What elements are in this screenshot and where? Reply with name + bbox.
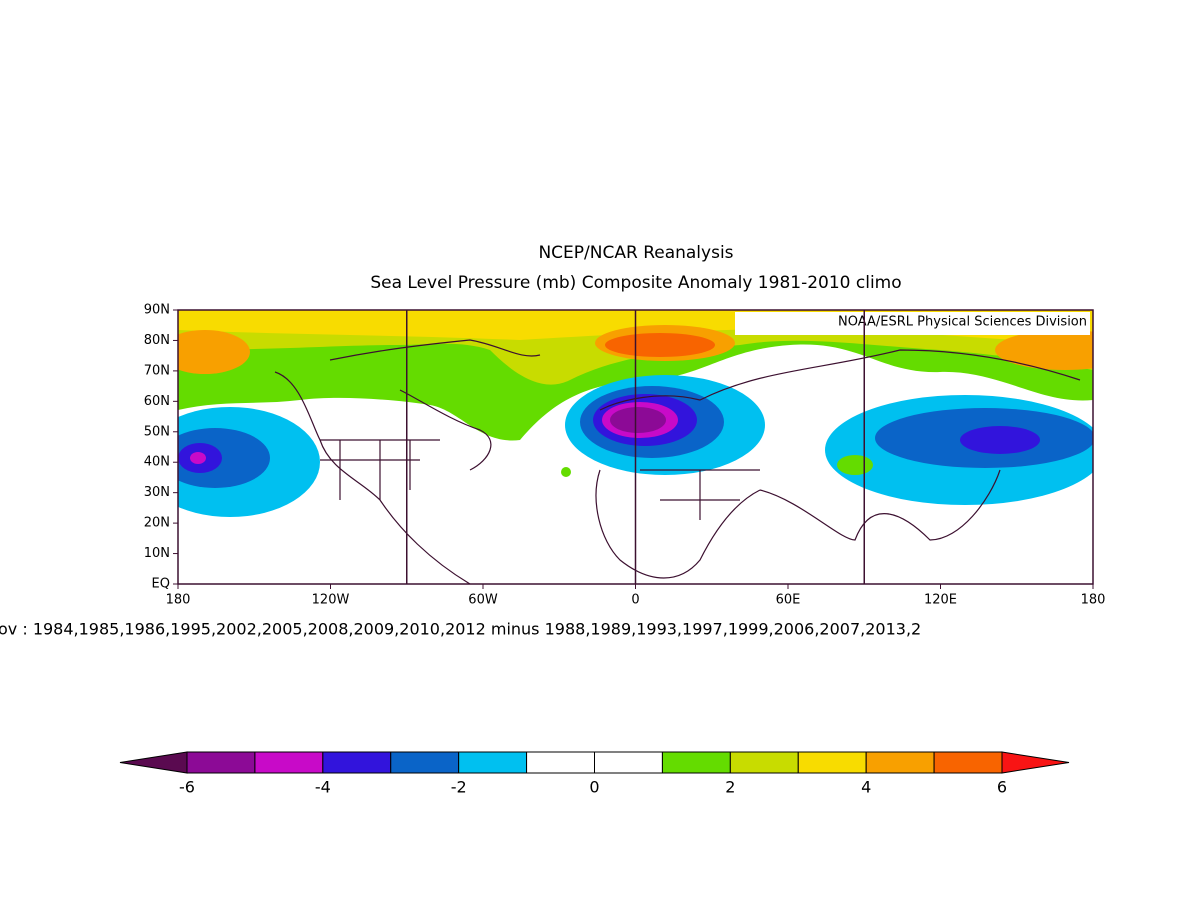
colorbar-box: [933, 751, 1003, 774]
credit: NOAA/ESRL Physical Sciences Division: [838, 315, 1087, 330]
lat-tick-label: 20N: [144, 516, 170, 531]
colorbar-label: -4: [315, 778, 331, 797]
lon-tick-label: 180: [1081, 593, 1106, 608]
colorbar-box: [322, 751, 392, 774]
lat-tick-label: 10N: [144, 546, 170, 561]
colorbar-label: 2: [725, 778, 735, 797]
lon-tick-label: 60E: [776, 593, 801, 608]
lat-tick-label: 60N: [144, 394, 170, 409]
colorbar-label: -2: [451, 778, 467, 797]
colorbar-box: [254, 751, 324, 774]
colorbar-label: -6: [179, 778, 195, 797]
title: NCEP/NCAR Reanalysis: [538, 243, 733, 263]
colorbar-low: [119, 751, 188, 774]
lon-tick-label: 180: [166, 593, 191, 608]
colorbar-label: 0: [589, 778, 599, 797]
colorbar-box: [458, 751, 528, 774]
lat-tick-label: 50N: [144, 424, 170, 439]
colorbar-box: [594, 751, 663, 774]
lon-tick-label: 0: [631, 593, 639, 608]
colorbar-label: 4: [861, 778, 871, 797]
credit-box: [735, 312, 1090, 335]
lon-tick-label: 120E: [924, 593, 957, 608]
colorbar-box: [797, 751, 867, 774]
colorbar-box: [865, 751, 935, 774]
lat-tick-label: 80N: [144, 333, 170, 348]
colorbar-box: [390, 751, 460, 774]
colorbar-high: [1001, 751, 1070, 774]
colorbar-box: [661, 751, 731, 774]
lon-tick-label: 60W: [468, 593, 498, 608]
colorbar-box: [186, 751, 256, 774]
lat-tick-label: 90N: [144, 303, 170, 318]
colorbar-box: [729, 751, 799, 774]
lon-tick-label: 120W: [312, 593, 350, 608]
colorbar-box: [526, 751, 595, 774]
composite-years: ov : 1984,1985,1986,1995,2002,2005,2008,…: [0, 620, 921, 639]
colorbar-label: 6: [997, 778, 1007, 797]
anomaly-field: [178, 310, 1093, 584]
lat-tick-label: 30N: [144, 485, 170, 500]
subtitle: Sea Level Pressure (mb) Composite Anomal…: [370, 273, 901, 293]
lat-tick-label: EQ: [152, 577, 170, 592]
lat-tick-label: 40N: [144, 455, 170, 470]
lat-tick-label: 70N: [144, 363, 170, 378]
